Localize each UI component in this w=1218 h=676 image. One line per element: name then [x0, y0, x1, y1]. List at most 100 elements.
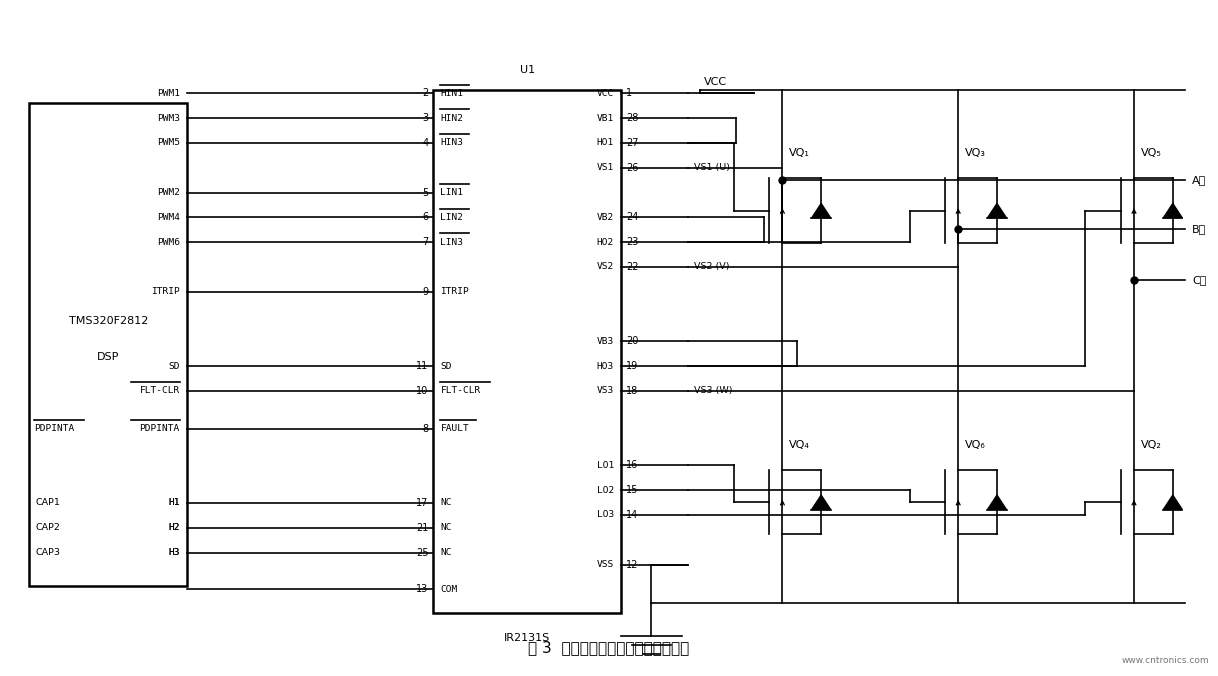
Text: 28: 28 — [626, 113, 638, 123]
Polygon shape — [811, 203, 831, 218]
Text: LIN1: LIN1 — [441, 188, 464, 197]
Text: VQ₁: VQ₁ — [789, 148, 810, 158]
Text: VS2 (V): VS2 (V) — [694, 262, 730, 272]
Text: 6: 6 — [423, 212, 429, 222]
Text: HO2: HO2 — [597, 238, 614, 247]
Text: SD: SD — [168, 362, 180, 370]
Text: PWM3: PWM3 — [157, 114, 180, 122]
Text: H1: H1 — [168, 498, 180, 508]
Text: LIN2: LIN2 — [441, 213, 464, 222]
Text: H2: H2 — [168, 523, 180, 532]
Polygon shape — [1163, 495, 1183, 510]
Text: PWM4: PWM4 — [157, 213, 180, 222]
Text: 7: 7 — [423, 237, 429, 247]
Text: 24: 24 — [626, 212, 638, 222]
Polygon shape — [811, 495, 831, 510]
Polygon shape — [988, 203, 1007, 218]
Text: VB1: VB1 — [597, 114, 614, 122]
Text: 17: 17 — [417, 498, 429, 508]
Text: CAP2: CAP2 — [35, 523, 61, 532]
Text: VQ₅: VQ₅ — [1140, 148, 1161, 158]
Text: H1: H1 — [168, 498, 180, 508]
Text: CAP1: CAP1 — [35, 498, 61, 508]
Text: VQ₄: VQ₄ — [789, 439, 810, 450]
Text: C相: C相 — [1192, 274, 1207, 285]
Text: 1: 1 — [626, 89, 632, 98]
Bar — [29, 103, 188, 586]
Text: 19: 19 — [626, 361, 638, 371]
Text: TMS320F2812: TMS320F2812 — [68, 316, 147, 326]
Text: IR2131S: IR2131S — [504, 633, 551, 643]
Text: 8: 8 — [423, 423, 429, 433]
Text: NC: NC — [441, 498, 452, 508]
Text: 27: 27 — [626, 138, 638, 148]
Text: VS1: VS1 — [597, 163, 614, 172]
Text: VQ₃: VQ₃ — [965, 148, 985, 158]
Text: PDPINTA: PDPINTA — [34, 424, 74, 433]
Text: 2: 2 — [423, 89, 429, 98]
Text: PDPINTA: PDPINTA — [140, 424, 180, 433]
Text: 3: 3 — [423, 113, 429, 123]
Text: VS1 (U): VS1 (U) — [694, 163, 730, 172]
Text: LO1: LO1 — [597, 461, 614, 470]
Text: HO1: HO1 — [597, 139, 614, 147]
Bar — [434, 90, 621, 613]
Text: 9: 9 — [423, 287, 429, 297]
Text: VCC: VCC — [704, 76, 727, 87]
Text: 4: 4 — [423, 138, 429, 148]
Text: NC: NC — [441, 548, 452, 557]
Text: 25: 25 — [415, 548, 429, 558]
Text: 18: 18 — [626, 386, 638, 396]
Text: 16: 16 — [626, 460, 638, 470]
Text: 图 3  全桥式电机驱动电路控制原理图: 图 3 全桥式电机驱动电路控制原理图 — [529, 640, 689, 655]
Polygon shape — [988, 495, 1007, 510]
Text: ITRIP: ITRIP — [441, 287, 469, 296]
Text: VSS: VSS — [597, 560, 614, 569]
Text: COM: COM — [441, 585, 458, 594]
Text: VQ₂: VQ₂ — [1140, 439, 1162, 450]
Text: 21: 21 — [417, 523, 429, 533]
Polygon shape — [1163, 203, 1183, 218]
Text: www.cntronics.com: www.cntronics.com — [1122, 656, 1209, 665]
Text: 13: 13 — [417, 585, 429, 594]
Text: LO3: LO3 — [597, 510, 614, 519]
Text: 23: 23 — [626, 237, 638, 247]
Text: LIN3: LIN3 — [441, 238, 464, 247]
Text: 14: 14 — [626, 510, 638, 520]
Text: VS3 (W): VS3 (W) — [694, 387, 732, 395]
Text: FLT-CLR: FLT-CLR — [441, 387, 481, 395]
Text: VQ₆: VQ₆ — [965, 439, 985, 450]
Text: DSP: DSP — [97, 352, 119, 362]
Text: H2: H2 — [168, 523, 180, 532]
Text: 11: 11 — [417, 361, 429, 371]
Text: 5: 5 — [423, 187, 429, 197]
Text: VS2: VS2 — [597, 262, 614, 272]
Text: VCC: VCC — [597, 89, 614, 98]
Text: NC: NC — [441, 523, 452, 532]
Text: HIN1: HIN1 — [441, 89, 464, 98]
Text: 26: 26 — [626, 163, 638, 172]
Text: PWM5: PWM5 — [157, 139, 180, 147]
Text: FAULT: FAULT — [441, 424, 469, 433]
Text: SD: SD — [441, 362, 452, 370]
Text: HO3: HO3 — [597, 362, 614, 370]
Text: PWM2: PWM2 — [157, 188, 180, 197]
Text: VS3: VS3 — [597, 387, 614, 395]
Text: H3: H3 — [168, 548, 180, 557]
Text: A相: A相 — [1192, 176, 1207, 185]
Text: U1: U1 — [520, 65, 535, 75]
Text: 22: 22 — [626, 262, 638, 272]
Text: 12: 12 — [626, 560, 638, 570]
Text: VB3: VB3 — [597, 337, 614, 346]
Text: CAP3: CAP3 — [35, 548, 61, 557]
Text: FLT-CLR: FLT-CLR — [140, 387, 180, 395]
Text: PWM1: PWM1 — [157, 89, 180, 98]
Text: B相: B相 — [1192, 224, 1207, 235]
Text: 10: 10 — [417, 386, 429, 396]
Text: 15: 15 — [626, 485, 638, 496]
Text: VB2: VB2 — [597, 213, 614, 222]
Text: LO2: LO2 — [597, 485, 614, 495]
Text: HIN2: HIN2 — [441, 114, 464, 122]
Text: 20: 20 — [626, 337, 638, 346]
Text: PWM6: PWM6 — [157, 238, 180, 247]
